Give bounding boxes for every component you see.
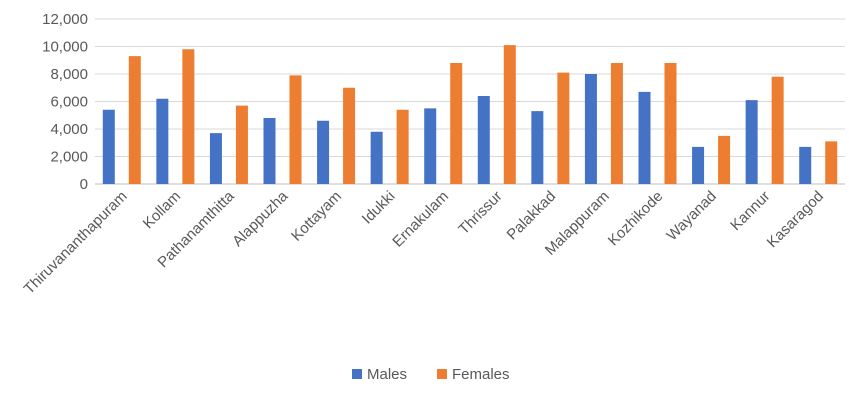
x-category-label: Thrissur [455, 188, 505, 238]
y-tick-label: 4,000 [50, 121, 88, 138]
legend: Males Females [352, 366, 510, 383]
bar-males-kottayam [317, 120, 330, 184]
bar-males-ernakulam [424, 108, 437, 184]
bar-females-alappuzha [289, 75, 302, 184]
bar-females-wayanad [718, 135, 731, 184]
legend-label-males: Males [367, 366, 407, 383]
bar-females-malappuram [610, 63, 623, 184]
bar-males-palakkad [531, 111, 544, 184]
x-category-label: Ernakulam [389, 188, 452, 251]
x-category-label: Wayanad [663, 188, 719, 244]
bar-males-pathanamthitta [209, 133, 222, 184]
bar-females-kasaragod [825, 141, 838, 184]
x-category-label: Kozhikode [605, 188, 667, 250]
bars-layer [102, 45, 838, 184]
grid-layer [95, 18, 845, 185]
x-category-label: Alappuzha [229, 187, 292, 250]
x-category-label: Kasaragod [764, 188, 827, 251]
bar-males-wayanad [692, 146, 705, 184]
bar-males-malappuram [584, 74, 597, 184]
y-tick-label: 6,000 [50, 94, 88, 111]
bar-males-kollam [156, 98, 169, 184]
x-category-label: Kollam [140, 188, 184, 232]
y-tick-label: 12,000 [42, 11, 88, 28]
legend-swatch-males [352, 369, 362, 379]
bar-females-ernakulam [450, 63, 463, 184]
bar-females-kollam [182, 49, 195, 184]
bar-males-kozhikode [638, 91, 651, 184]
y-tick-label: 10,000 [42, 39, 88, 56]
y-tick-label: 8,000 [50, 66, 88, 83]
bar-males-thrissur [477, 96, 490, 184]
x-category-label: Kannur [727, 188, 773, 234]
bar-females-thrissur [503, 45, 516, 184]
y-tick-label: 0 [80, 176, 88, 193]
bar-males-alappuzha [263, 118, 276, 184]
bar-females-kozhikode [664, 63, 677, 184]
bar-females-kottayam [343, 87, 356, 184]
bar-females-kannur [771, 76, 784, 184]
x-category-label: Palakkad [504, 188, 560, 244]
bar-females-thiruvananthapuram [128, 56, 141, 184]
x-category-label: Kottayam [288, 188, 345, 245]
legend-label-females: Females [452, 366, 510, 383]
bar-males-kasaragod [799, 146, 812, 184]
y-tick-label: 2,000 [50, 149, 88, 166]
y-axis-ticks: 0 2,000 4,000 6,000 8,000 10,000 12,000 [42, 11, 88, 193]
x-axis-labels: Thiruvananthapuram KollamPathanamthittaAl… [21, 187, 827, 297]
x-category-label: Thiruvananthapuram [21, 188, 131, 298]
bar-females-palakkad [557, 72, 570, 184]
x-category-label: Idukki [359, 188, 399, 228]
bar-males-idukki [370, 131, 383, 184]
bar-males-kannur [745, 100, 758, 184]
bar-females-idukki [396, 109, 409, 184]
bar-females-pathanamthitta [235, 105, 248, 184]
legend-swatch-females [437, 369, 447, 379]
bar-males-thiruvananthapuram [102, 109, 115, 184]
